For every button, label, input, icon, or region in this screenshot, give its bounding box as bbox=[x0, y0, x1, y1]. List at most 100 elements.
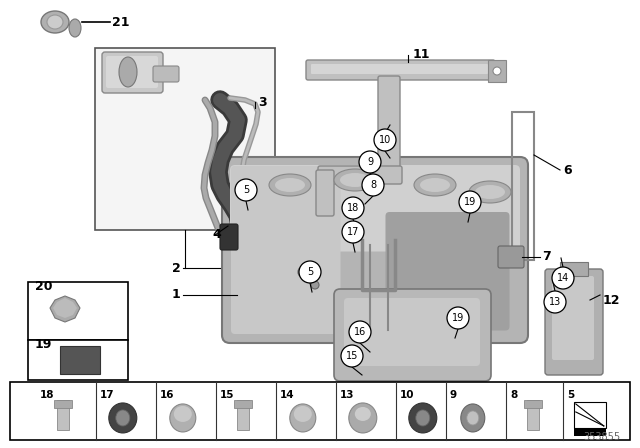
Text: 17: 17 bbox=[347, 227, 359, 237]
FancyBboxPatch shape bbox=[498, 246, 524, 268]
Text: 21: 21 bbox=[112, 16, 129, 29]
Circle shape bbox=[552, 267, 574, 289]
Bar bbox=[512, 112, 534, 260]
Circle shape bbox=[342, 197, 364, 219]
Ellipse shape bbox=[69, 19, 81, 37]
Ellipse shape bbox=[294, 406, 312, 422]
Bar bbox=[574, 428, 606, 436]
Ellipse shape bbox=[269, 174, 311, 196]
Text: 9: 9 bbox=[367, 157, 373, 167]
Text: 5: 5 bbox=[243, 185, 249, 195]
Ellipse shape bbox=[475, 185, 505, 199]
Bar bbox=[10, 382, 630, 440]
Text: 13: 13 bbox=[340, 390, 355, 400]
Ellipse shape bbox=[349, 403, 377, 433]
Polygon shape bbox=[50, 296, 80, 322]
Text: 11: 11 bbox=[413, 48, 431, 61]
FancyBboxPatch shape bbox=[552, 276, 594, 360]
Ellipse shape bbox=[409, 403, 437, 433]
Bar bbox=[60, 346, 100, 374]
Text: 353855: 353855 bbox=[583, 432, 620, 442]
Polygon shape bbox=[53, 298, 77, 318]
Ellipse shape bbox=[414, 174, 456, 196]
FancyBboxPatch shape bbox=[344, 298, 480, 366]
Ellipse shape bbox=[298, 266, 312, 278]
Text: 18: 18 bbox=[347, 203, 359, 213]
Text: 3: 3 bbox=[258, 95, 267, 108]
Circle shape bbox=[235, 179, 257, 201]
FancyBboxPatch shape bbox=[318, 166, 402, 184]
FancyBboxPatch shape bbox=[220, 224, 238, 250]
Bar bbox=[57, 400, 69, 430]
Ellipse shape bbox=[467, 411, 479, 425]
FancyBboxPatch shape bbox=[222, 157, 528, 343]
Bar bbox=[237, 400, 249, 430]
Ellipse shape bbox=[493, 67, 501, 75]
Bar bbox=[28, 340, 128, 380]
Ellipse shape bbox=[311, 281, 319, 289]
Text: 14: 14 bbox=[557, 273, 569, 283]
Ellipse shape bbox=[116, 410, 130, 426]
FancyBboxPatch shape bbox=[311, 64, 488, 74]
Circle shape bbox=[447, 307, 469, 329]
Text: 19: 19 bbox=[464, 197, 476, 207]
Ellipse shape bbox=[174, 406, 192, 422]
Circle shape bbox=[299, 261, 321, 283]
FancyBboxPatch shape bbox=[102, 52, 163, 93]
Text: 19: 19 bbox=[35, 338, 52, 351]
Text: 16: 16 bbox=[354, 327, 366, 337]
Bar bbox=[28, 282, 128, 340]
FancyBboxPatch shape bbox=[153, 66, 179, 82]
FancyBboxPatch shape bbox=[306, 60, 495, 80]
Ellipse shape bbox=[340, 173, 370, 187]
Circle shape bbox=[359, 151, 381, 173]
Text: 20: 20 bbox=[35, 280, 52, 293]
Text: 5: 5 bbox=[307, 267, 313, 277]
Ellipse shape bbox=[47, 15, 63, 29]
Circle shape bbox=[459, 191, 481, 213]
Ellipse shape bbox=[290, 404, 316, 432]
Ellipse shape bbox=[170, 404, 196, 432]
Circle shape bbox=[362, 174, 384, 196]
Circle shape bbox=[374, 129, 396, 151]
FancyBboxPatch shape bbox=[378, 76, 400, 175]
Text: 9: 9 bbox=[450, 390, 457, 400]
Bar bbox=[527, 400, 539, 430]
FancyBboxPatch shape bbox=[230, 165, 520, 251]
Text: 15: 15 bbox=[346, 351, 358, 361]
Text: 10: 10 bbox=[400, 390, 415, 400]
Bar bbox=[488, 60, 506, 82]
Ellipse shape bbox=[420, 178, 450, 192]
Text: 16: 16 bbox=[160, 390, 175, 400]
Bar bbox=[524, 400, 542, 408]
Text: 8: 8 bbox=[370, 180, 376, 190]
Bar bbox=[95, 48, 275, 230]
Text: 18: 18 bbox=[40, 390, 54, 400]
Ellipse shape bbox=[416, 410, 430, 426]
Ellipse shape bbox=[41, 11, 69, 33]
Text: 12: 12 bbox=[603, 293, 621, 306]
Ellipse shape bbox=[461, 404, 485, 432]
Ellipse shape bbox=[275, 178, 305, 192]
Ellipse shape bbox=[109, 403, 137, 433]
Text: 13: 13 bbox=[549, 297, 561, 307]
Circle shape bbox=[349, 321, 371, 343]
Text: 10: 10 bbox=[379, 135, 391, 145]
FancyBboxPatch shape bbox=[231, 166, 340, 334]
FancyBboxPatch shape bbox=[106, 56, 158, 88]
Text: 2: 2 bbox=[172, 262, 180, 275]
FancyBboxPatch shape bbox=[334, 289, 491, 381]
Bar bbox=[574, 402, 606, 428]
Circle shape bbox=[341, 345, 363, 367]
Text: 5: 5 bbox=[567, 390, 574, 400]
Ellipse shape bbox=[355, 407, 371, 421]
FancyBboxPatch shape bbox=[385, 212, 509, 331]
Text: 6: 6 bbox=[563, 164, 572, 177]
Text: 14: 14 bbox=[280, 390, 294, 400]
Text: 17: 17 bbox=[100, 390, 115, 400]
Text: 19: 19 bbox=[452, 313, 464, 323]
Text: 7: 7 bbox=[542, 250, 551, 263]
Ellipse shape bbox=[119, 57, 137, 87]
Ellipse shape bbox=[334, 169, 376, 191]
Circle shape bbox=[544, 291, 566, 313]
